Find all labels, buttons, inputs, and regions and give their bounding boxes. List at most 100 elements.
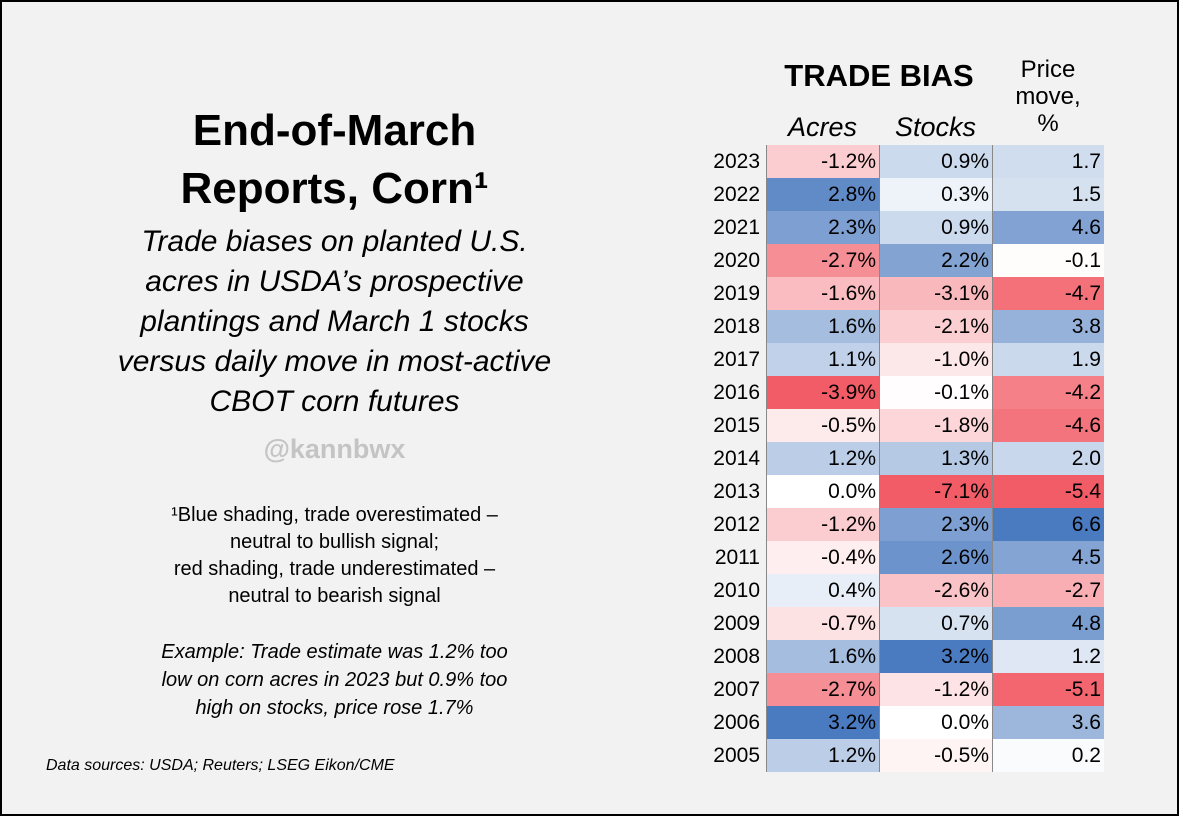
price-cell: 3.8 — [992, 310, 1104, 343]
stocks-cell: 2.3% — [879, 508, 992, 541]
price-cell: 3.6 — [992, 706, 1104, 739]
acres-cell: 2.8% — [766, 178, 879, 211]
acres-cell: -1.2% — [766, 508, 879, 541]
example-line-2: low on corn acres in 2023 but 0.9% too — [161, 669, 508, 691]
year-label: 2009 — [713, 612, 760, 635]
example-note: Example: Trade estimate was 1.2% too low… — [62, 638, 607, 722]
stocks-column-header: Stocks — [894, 112, 977, 142]
acres-cell: 1.1% — [766, 343, 879, 376]
acres-cell: -0.5% — [766, 409, 879, 442]
stocks-cell: 0.7% — [879, 607, 992, 640]
page-title: End-of-March Reports, Corn¹ — [62, 102, 607, 218]
price-cell: 0.2 — [992, 739, 1104, 772]
acres-cell: -3.9% — [766, 376, 879, 409]
year-label: 2016 — [713, 381, 760, 404]
price-cell: 4.5 — [992, 541, 1104, 574]
price-move-header: Price move, % — [992, 56, 1104, 137]
price-cell: 1.7 — [992, 145, 1104, 178]
year-label: 2007 — [713, 678, 760, 701]
year-label: 2019 — [713, 282, 760, 305]
acres-cell: 1.6% — [766, 640, 879, 673]
price-header-line-2: move, — [1015, 83, 1081, 110]
acres-cell: 0.0% — [766, 475, 879, 508]
author-handle: @kannbwx — [263, 434, 406, 464]
stocks-cell: 0.0% — [879, 706, 992, 739]
year-label: 2023 — [713, 150, 760, 173]
year-label: 2021 — [713, 216, 760, 239]
stocks-cell: -2.6% — [879, 574, 992, 607]
stocks-cell: 0.9% — [879, 211, 992, 244]
footnote-line-2: neutral to bullish signal; — [229, 531, 439, 553]
column-divider — [992, 145, 993, 772]
footnote-line-4: neutral to bearish signal — [228, 585, 441, 607]
price-cell: 1.5 — [992, 178, 1104, 211]
price-cell: 1.2 — [992, 640, 1104, 673]
acres-cell: 1.6% — [766, 310, 879, 343]
title-line-2: Reports, Corn¹ — [180, 164, 489, 213]
price-cell: -2.7 — [992, 574, 1104, 607]
stocks-cell: 1.3% — [879, 442, 992, 475]
stocks-cell: -7.1% — [879, 475, 992, 508]
year-label: 2017 — [713, 348, 760, 371]
year-label: 2013 — [713, 480, 760, 503]
acres-cell: 3.2% — [766, 706, 879, 739]
column-divider — [879, 145, 880, 772]
data-sources: Data sources: USDA; Reuters; LSEG Eikon/… — [46, 757, 395, 774]
price-cell: -0.1 — [992, 244, 1104, 277]
acres-column-header: Acres — [787, 112, 858, 142]
stocks-cell: -2.1% — [879, 310, 992, 343]
year-label: 2015 — [713, 414, 760, 437]
acres-cell: -2.7% — [766, 673, 879, 706]
title-line-1: End-of-March — [192, 106, 477, 155]
price-header-line-3: % — [1037, 110, 1059, 137]
year-label: 2011 — [714, 546, 760, 569]
stocks-cell: 0.3% — [879, 178, 992, 211]
acres-cell: 1.2% — [766, 442, 879, 475]
stocks-cell: 2.2% — [879, 244, 992, 277]
subtitle-line-2: acres in USDA’s prospective — [145, 265, 524, 298]
acres-cell: 2.3% — [766, 211, 879, 244]
price-cell: 6.6 — [992, 508, 1104, 541]
year-label: 2014 — [713, 447, 760, 470]
footnote-line-3: red shading, trade underestimated – — [173, 558, 496, 580]
price-cell: 4.8 — [992, 607, 1104, 640]
stocks-cell: -3.1% — [879, 277, 992, 310]
subtitle-line-4: versus daily move in most-active — [117, 345, 552, 378]
stocks-cell: -1.0% — [879, 343, 992, 376]
footnote-line-1: ¹Blue shading, trade overestimated – — [171, 504, 498, 526]
price-header-line-1: Price — [1020, 56, 1076, 83]
subtitle: Trade biases on planted U.S. acres in US… — [62, 222, 607, 422]
subtitle-line-1: Trade biases on planted U.S. — [141, 225, 528, 258]
stocks-cell: -1.2% — [879, 673, 992, 706]
year-label: 2008 — [713, 645, 760, 668]
subtitle-line-3: plantings and March 1 stocks — [140, 305, 529, 338]
stocks-cell: -1.8% — [879, 409, 992, 442]
year-label: 2018 — [713, 315, 760, 338]
example-line-3: high on stocks, price rose 1.7% — [195, 697, 474, 719]
price-cell: 2.0 — [992, 442, 1104, 475]
stocks-cell: -0.5% — [879, 739, 992, 772]
price-cell: -4.2 — [992, 376, 1104, 409]
acres-cell: 0.4% — [766, 574, 879, 607]
price-cell: -4.6 — [992, 409, 1104, 442]
year-label: 2022 — [713, 183, 760, 206]
year-label: 2020 — [713, 249, 760, 272]
acres-cell: 1.2% — [766, 739, 879, 772]
trade-bias-header: TRADE BIAS — [784, 58, 974, 93]
year-label: 2005 — [713, 744, 760, 767]
stocks-cell: -0.1% — [879, 376, 992, 409]
price-cell: -5.4 — [992, 475, 1104, 508]
acres-cell: -0.4% — [766, 541, 879, 574]
price-cell: 1.9 — [992, 343, 1104, 376]
price-cell: -5.1 — [992, 673, 1104, 706]
acres-cell: -1.2% — [766, 145, 879, 178]
example-line-1: Example: Trade estimate was 1.2% too — [161, 641, 508, 663]
shading-footnote: ¹Blue shading, trade overestimated – neu… — [62, 502, 607, 610]
subtitle-line-5: CBOT corn futures — [209, 385, 460, 418]
acres-cell: -1.6% — [766, 277, 879, 310]
year-label: 2012 — [713, 513, 760, 536]
year-label: 2010 — [713, 579, 760, 602]
acres-cell: -0.7% — [766, 607, 879, 640]
column-divider — [766, 145, 767, 772]
